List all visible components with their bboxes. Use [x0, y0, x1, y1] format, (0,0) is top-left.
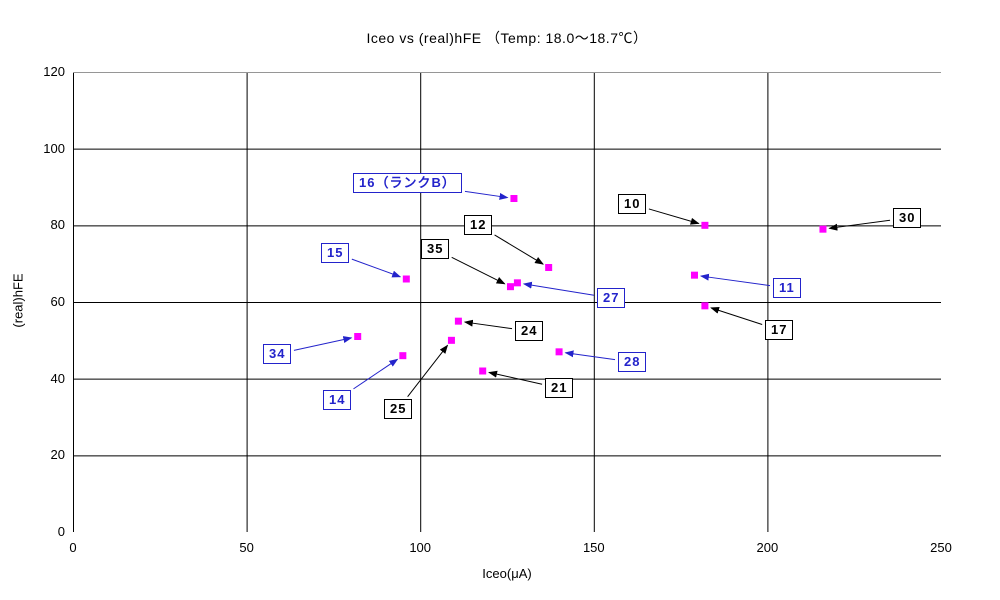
x-tick-label: 0: [69, 540, 77, 555]
data-point-marker: [354, 333, 362, 340]
annotation-arrow: [488, 370, 543, 385]
annotation-arrow: [451, 256, 506, 285]
y-tick-label: 0: [57, 524, 65, 539]
annotation-label: 17: [765, 320, 794, 340]
x-tick-label: 100: [409, 540, 432, 555]
annotation-label: 11: [773, 278, 801, 298]
x-tick-label: 250: [930, 540, 952, 555]
annotation-label: 27: [597, 288, 626, 308]
data-point-marker: [479, 367, 487, 375]
annotation-arrow: [464, 190, 509, 200]
annotation-arrow: [293, 336, 353, 351]
annotation-arrow: [494, 234, 544, 265]
annotation-label: 34: [263, 344, 292, 364]
data-point-marker: [399, 352, 407, 360]
annotation-arrow: [828, 219, 891, 231]
annotation-label: 30: [893, 208, 922, 228]
chart-title: Iceo vs (real)hFE （Temp: 18.0～18.7℃）: [366, 30, 648, 46]
annotation-label: 28: [618, 352, 647, 372]
annotation-arrow: [351, 258, 402, 278]
data-point-marker: [454, 317, 462, 325]
annotation-arrow: [564, 350, 616, 361]
data-point-marker: [555, 348, 563, 356]
annotation-label: 25: [384, 399, 413, 419]
data-point-marker: [513, 279, 521, 287]
annotation-arrow: [522, 281, 595, 296]
data-point-marker: [690, 271, 698, 279]
data-point-marker: [701, 302, 709, 310]
y-tick-label: 20: [50, 447, 65, 463]
y-tick-label: 100: [43, 140, 65, 156]
y-tick-label: 80: [50, 217, 65, 233]
y-tick-label: 120: [43, 64, 65, 79]
annotation-label: 10: [618, 194, 647, 214]
data-point-marker: [510, 195, 518, 202]
data-point-marker: [819, 225, 827, 233]
annotation-arrow: [710, 307, 763, 325]
data-point-marker: [402, 275, 410, 283]
annotation-label: 12: [464, 215, 493, 235]
annotation-label: 16（ランクB）: [353, 173, 462, 193]
x-tick-label: 50: [239, 540, 254, 555]
annotation-arrow: [648, 208, 700, 225]
x-tick-label: 150: [582, 540, 605, 555]
data-point-marker: [506, 283, 514, 291]
x-axis-title: Iceo(μA): [482, 566, 532, 581]
data-point-marker: [701, 221, 709, 229]
annotation-label: 15: [321, 243, 350, 263]
annotation-arrow: [407, 344, 449, 397]
data-point-marker: [545, 264, 553, 271]
plot-area: [73, 72, 941, 532]
y-tick-label: 40: [50, 370, 65, 386]
y-tick-label: 60: [50, 294, 65, 309]
annotation-label: 24: [515, 321, 544, 341]
annotation-arrow: [463, 319, 513, 330]
annotation-label: 21: [545, 378, 574, 398]
annotation-label: 35: [421, 239, 450, 259]
annotation-arrow: [699, 273, 771, 287]
annotation-label: 14: [323, 390, 352, 410]
annotation-arrow: [353, 358, 399, 390]
y-axis-title: (real)hFE: [10, 273, 26, 328]
x-tick-label: 200: [756, 540, 779, 555]
data-point-marker: [447, 336, 455, 344]
